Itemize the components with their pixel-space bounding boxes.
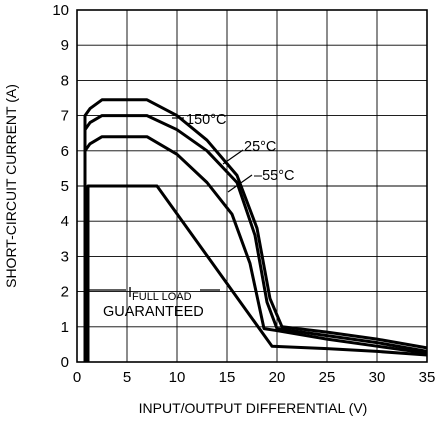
series-line-2: [83, 135, 428, 362]
y-tick-label-2: 2: [61, 284, 69, 301]
grid: [77, 10, 427, 362]
curves: [83, 98, 428, 362]
x-tick-label-0: 0: [73, 369, 81, 386]
label-guaranteed: GUARANTEED: [103, 304, 204, 320]
x-tick-label-35: 35: [419, 369, 436, 386]
label-25c: 25°C: [244, 139, 276, 155]
label-minus55c: –55°C: [254, 168, 294, 184]
label-full-load-i: I: [128, 285, 132, 301]
y-tick-labels: 0 1 2 3 4 5 6 7 8 9 10: [52, 2, 69, 371]
y-tick-label-9: 9: [61, 37, 69, 54]
y-tick-label-4: 4: [61, 213, 69, 230]
x-tick-label-10: 10: [169, 369, 186, 386]
y-tick-label-10: 10: [52, 2, 69, 19]
y-tick-label-0: 0: [61, 354, 69, 371]
x-tick-label-5: 5: [123, 369, 131, 386]
y-tick-label-6: 6: [61, 143, 69, 160]
x-tick-label-15: 15: [219, 369, 236, 386]
x-tick-labels: 0 5 10 15 20 25 30 35: [73, 369, 436, 386]
annotations: 150°C 25°C –55°C IFULL LOAD GUARANTEED: [88, 112, 294, 320]
y-tick-label-8: 8: [61, 72, 69, 89]
label-150c: 150°C: [186, 112, 226, 128]
x-tick-label-20: 20: [269, 369, 286, 386]
plot-frame: [76, 9, 428, 363]
y-tick-label-7: 7: [61, 108, 69, 125]
leader-25c: [222, 149, 244, 165]
series-line-0: [83, 98, 428, 362]
y-tick-label-3: 3: [61, 248, 69, 265]
x-axis-label: INPUT/OUTPUT DIFFERENTIAL (V): [139, 400, 368, 416]
y-axis-label: SHORT-CIRCUIT CURRENT (A): [3, 84, 19, 288]
leader-minus55c: [227, 174, 253, 193]
y-tick-label-5: 5: [61, 178, 69, 195]
x-tick-label-25: 25: [319, 369, 336, 386]
y-tick-label-1: 1: [61, 319, 69, 336]
label-full-load-sub: FULL LOAD: [132, 291, 192, 303]
series-line-1: [83, 114, 428, 362]
x-tick-label-30: 30: [369, 369, 386, 386]
label-full-load: IFULL LOAD: [128, 285, 192, 303]
series-line-3: [86, 184, 428, 362]
